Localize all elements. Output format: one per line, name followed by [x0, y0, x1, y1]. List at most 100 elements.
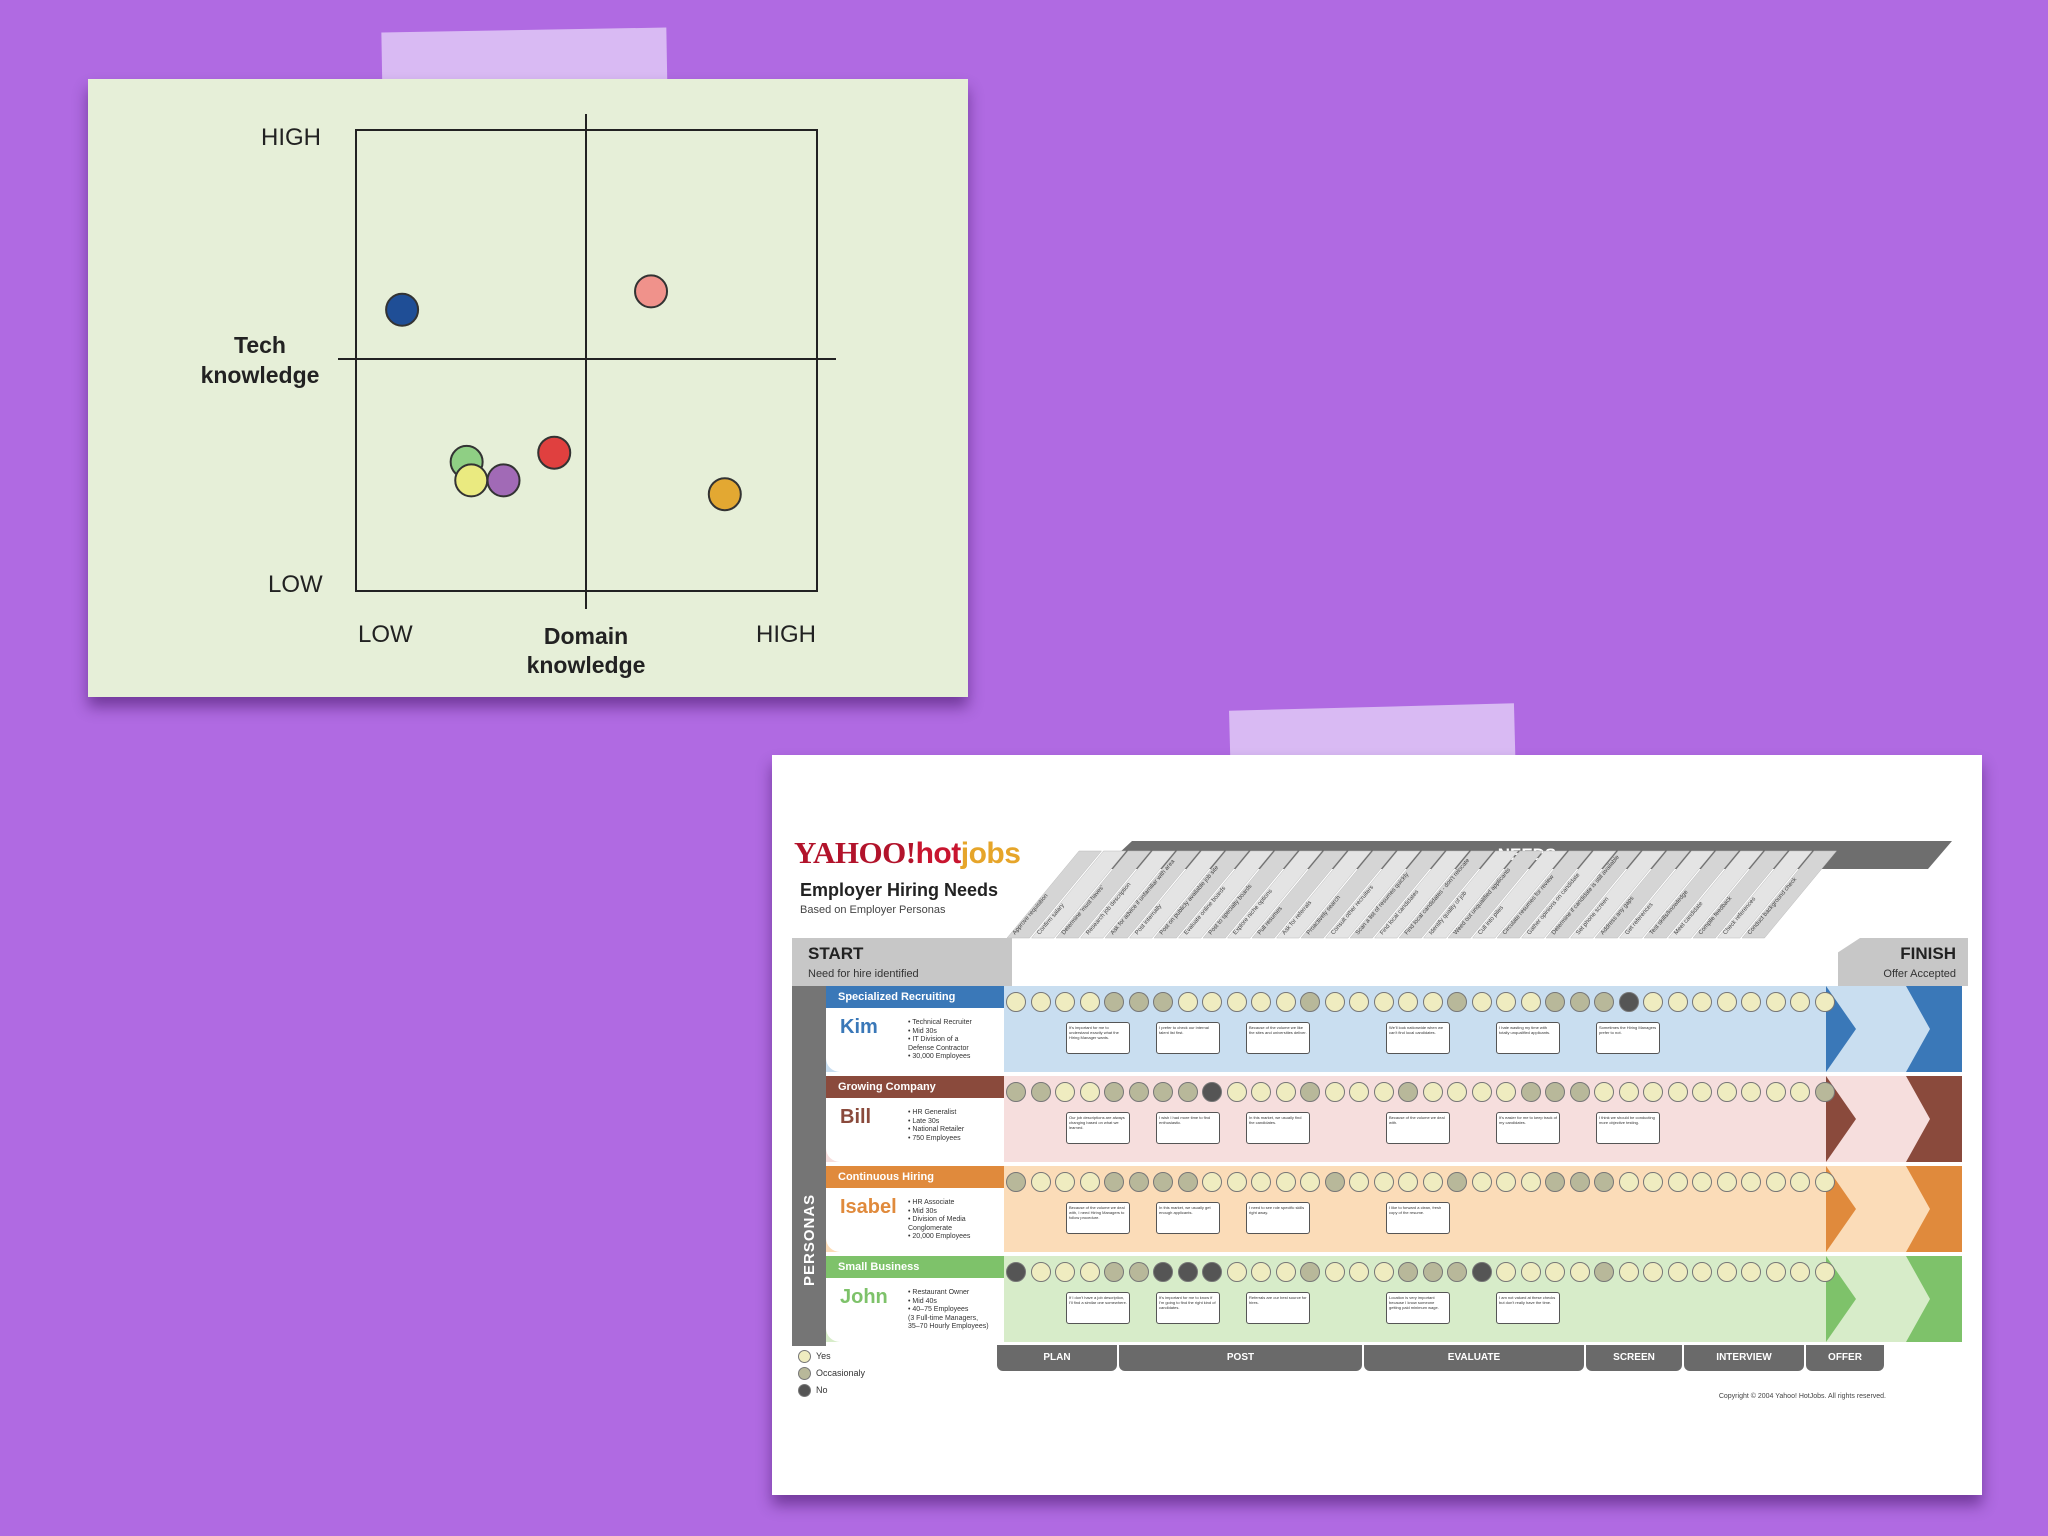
finish-box: FINISH Offer Accepted [1838, 938, 1968, 986]
quote-bubble: It's important for me to understand exac… [1066, 1022, 1130, 1054]
need-dot [1790, 1262, 1810, 1282]
need-dot [1275, 1262, 1296, 1282]
y-axis-title-line1: Tech [234, 332, 286, 358]
need-dot [1030, 1262, 1051, 1282]
need-dot [1030, 1172, 1051, 1192]
need-dot [1251, 1262, 1271, 1282]
poster-subtitle: Based on Employer Personas [800, 904, 946, 916]
needs-column-tab [1006, 850, 1103, 939]
needs-column-tab [1373, 850, 1470, 939]
stage-screen: SCREEN [1586, 1345, 1682, 1371]
need-dot [1692, 1262, 1712, 1282]
needs-column-tab [1079, 850, 1176, 939]
need-dot [1349, 1082, 1369, 1102]
need-dot [1177, 1172, 1198, 1192]
need-dot [1349, 1262, 1369, 1282]
need-dot [1667, 1262, 1688, 1282]
persona-row-john: Small Business John • Restaurant Owner • M… [826, 1256, 1962, 1342]
need-dot [1716, 1172, 1737, 1192]
need-dot [1594, 1172, 1614, 1192]
need-dot [1177, 1262, 1198, 1282]
need-dot [1055, 992, 1075, 1012]
need-dot [1618, 1082, 1639, 1102]
quote-bubble: Our job descriptions are always changing… [1066, 1112, 1130, 1144]
x-axis-title-line2: knowledge [527, 652, 646, 678]
need-dot [1104, 992, 1124, 1012]
need-dot [1692, 992, 1712, 1012]
need-dot [1643, 992, 1663, 1012]
personas-label: PERSONAS [801, 1193, 818, 1286]
need-dot [1275, 1082, 1296, 1102]
quote-bubble: I am not valued at these checks but don'… [1496, 1292, 1560, 1324]
needs-column-tab [1618, 850, 1715, 939]
persona-name: Kim [840, 1016, 878, 1038]
stage-interview: INTERVIEW [1684, 1345, 1804, 1371]
persona-details: • HR Associate • Mid 30s • Division of M… [908, 1199, 971, 1240]
need-dot [1104, 1262, 1124, 1282]
need-dot [1398, 1082, 1418, 1102]
persona-name: Bill [840, 1106, 872, 1128]
quote-bubble: I need to see role specific skills right… [1246, 1202, 1310, 1234]
needs-column-tab [1643, 850, 1740, 939]
quote-bubble: In this market, we usually find the cand… [1246, 1112, 1310, 1144]
finish-arrow [1826, 1256, 1962, 1342]
need-dot [1471, 992, 1492, 1012]
need-dot [1030, 1082, 1051, 1102]
stage-offer: OFFER [1806, 1345, 1884, 1371]
need-dot [1373, 992, 1394, 1012]
needs-column-tab [1520, 850, 1617, 939]
need-dot [1765, 1172, 1786, 1192]
persona-card: Continuous Hiring Isabel • HR Associate • … [826, 1166, 1004, 1252]
need-dot [1177, 1082, 1198, 1102]
needs-column-tab [1447, 850, 1544, 939]
need-dot [1496, 992, 1516, 1012]
needs-column-tab [1030, 850, 1127, 939]
need-dot [1618, 1172, 1639, 1192]
need-dot [1324, 1262, 1345, 1282]
need-dot [1569, 1172, 1590, 1192]
need-dot [1128, 1262, 1149, 1282]
need-dot [1447, 1172, 1467, 1192]
needs-column-tab [1545, 850, 1642, 939]
need-dot [1643, 1172, 1663, 1192]
start-box: START Need for hire identified [792, 938, 1012, 986]
needs-column-tab [1275, 850, 1372, 939]
need-dot [1128, 1082, 1149, 1102]
need-dot [1006, 1262, 1026, 1282]
legend-item: No [798, 1384, 865, 1401]
need-dot [1765, 1262, 1786, 1282]
needs-column-tab [1349, 850, 1446, 939]
needs-column-tab [1104, 850, 1201, 939]
need-dot [1790, 1082, 1810, 1102]
need-dot [1006, 1082, 1026, 1102]
need-dot [1594, 1262, 1614, 1282]
need-dot [1300, 1172, 1320, 1192]
hiring-needs-poster: YAHOO!hotjobs Employer Hiring Needs Base… [772, 755, 1982, 1495]
poster-title: Employer Hiring Needs [800, 880, 999, 900]
need-dot [1349, 992, 1369, 1012]
scatter-point-4 [537, 435, 572, 470]
need-dot [1618, 992, 1639, 1012]
need-dot [1569, 1262, 1590, 1282]
finish-label: FINISH [1900, 944, 1956, 963]
needs-column-tab [1202, 850, 1299, 939]
persona-category: Specialized Recruiting [826, 986, 1004, 1008]
need-dot [1643, 1082, 1663, 1102]
need-dot [1275, 992, 1296, 1012]
legend-dot [798, 1350, 811, 1363]
scatter-point-5 [454, 463, 489, 498]
quote-bubble: It's easier for me to keep track of my c… [1496, 1112, 1560, 1144]
need-dot [1545, 992, 1565, 1012]
persona-details: • Restaurant Owner • Mid 40s • 40–75 Emp… [908, 1289, 989, 1330]
need-dot [1153, 1262, 1173, 1282]
x-axis-title-line1: Domain [544, 623, 628, 649]
quote-bubble: I think we should be conducting more obj… [1596, 1112, 1660, 1144]
persona-category: Growing Company [826, 1076, 1004, 1098]
scatter-point-7 [707, 477, 742, 512]
persona-details: • HR Generalist • Late 30s • National Re… [908, 1109, 965, 1142]
quadrant-chart: HIGH LOW Tech knowledge LOW HIGH Domain … [201, 114, 836, 678]
quote-bubble: Referrals are our best source for hires. [1246, 1292, 1310, 1324]
needs-column-tab [1569, 850, 1666, 939]
need-dot [1716, 1262, 1737, 1282]
need-dot [1716, 1082, 1737, 1102]
